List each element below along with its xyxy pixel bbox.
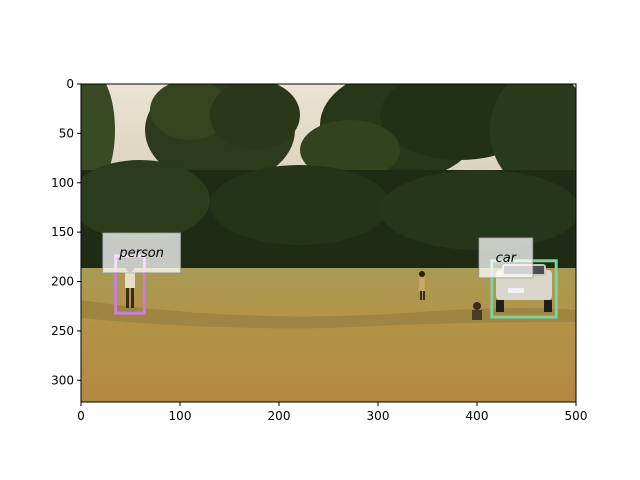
y-tick-label: 250: [51, 324, 74, 338]
car-label-background: [478, 237, 534, 279]
person-label: person: [118, 246, 164, 261]
detections: person car: [102, 232, 558, 319]
y-tick-label: 100: [51, 176, 74, 190]
y-tick-label: 300: [51, 373, 74, 387]
tree-line: [81, 84, 576, 270]
axes-frame: [80, 83, 577, 403]
photo: [81, 84, 576, 402]
y-axis: 0 50 100 150 200 250 300: [51, 77, 81, 387]
field-shadow: [81, 300, 576, 329]
x-tick-label: 200: [268, 409, 291, 423]
grass-field: [81, 268, 576, 402]
person-label-background: [102, 232, 182, 274]
x-tick-label: 500: [565, 409, 588, 423]
x-axis: 0 100 200 300 400 500: [77, 402, 587, 423]
x-tick-label: 100: [169, 409, 192, 423]
x-tick-label: 0: [77, 409, 85, 423]
y-tick-label: 0: [66, 77, 74, 91]
x-tick-label: 300: [367, 409, 390, 423]
car-label: car: [496, 251, 518, 266]
x-tick-label: 400: [466, 409, 489, 423]
y-tick-label: 50: [59, 126, 74, 140]
y-tick-label: 200: [51, 275, 74, 289]
y-tick-label: 150: [51, 225, 74, 239]
child-figure: [419, 271, 425, 300]
